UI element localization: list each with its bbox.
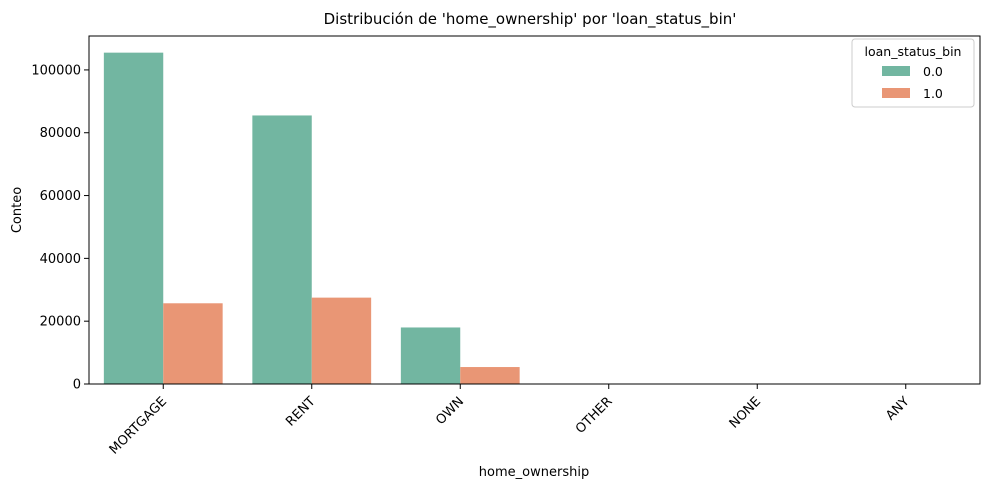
x-tick-label-none: NONE [727,394,764,431]
plot-frame [88,35,981,385]
legend-label-0: 0.0 [923,64,943,79]
bar-mortgage-series-0 [103,52,164,385]
legend: loan_status_bin 0.0 1.0 [851,38,975,108]
legend-title: loan_status_bin [865,44,962,59]
y-tick-label: 20000 [40,315,81,330]
bar-own-series-1 [460,367,520,384]
y-tick-label: 80000 [40,126,81,141]
x-tick-label-other: OTHER [573,394,616,437]
legend-swatch-1 [882,88,910,98]
x-tick-label-own: OWN [433,394,467,428]
legend-label-1: 1.0 [923,86,943,101]
y-axis-label: Conteo [10,187,25,233]
x-tick-label-rent: RENT [283,394,318,429]
chart-title: Distribución de 'home_ownership' por 'lo… [324,10,737,29]
bar-mortgage-series-1 [163,303,223,384]
bar-rent-series-0 [252,115,312,385]
x-tick-label-mortgage: MORTGAGE [107,394,170,457]
bars-group [103,52,817,385]
x-axis-label: home_ownership [479,465,589,480]
y-tick-label: 40000 [40,252,81,267]
y-tick-label: 60000 [40,189,81,204]
y-tick-label: 0 [73,378,81,393]
legend-swatch-0 [882,66,910,76]
x-axis: MORTGAGE RENT OWN OTHER NONE ANY [107,384,913,458]
x-tick-label-any: ANY [883,394,912,423]
bar-rent-series-1 [311,297,372,384]
bar-own-series-0 [400,327,461,384]
y-axis: 0 20000 40000 60000 80000 100000 [31,63,89,393]
y-tick-label: 100000 [31,63,81,78]
